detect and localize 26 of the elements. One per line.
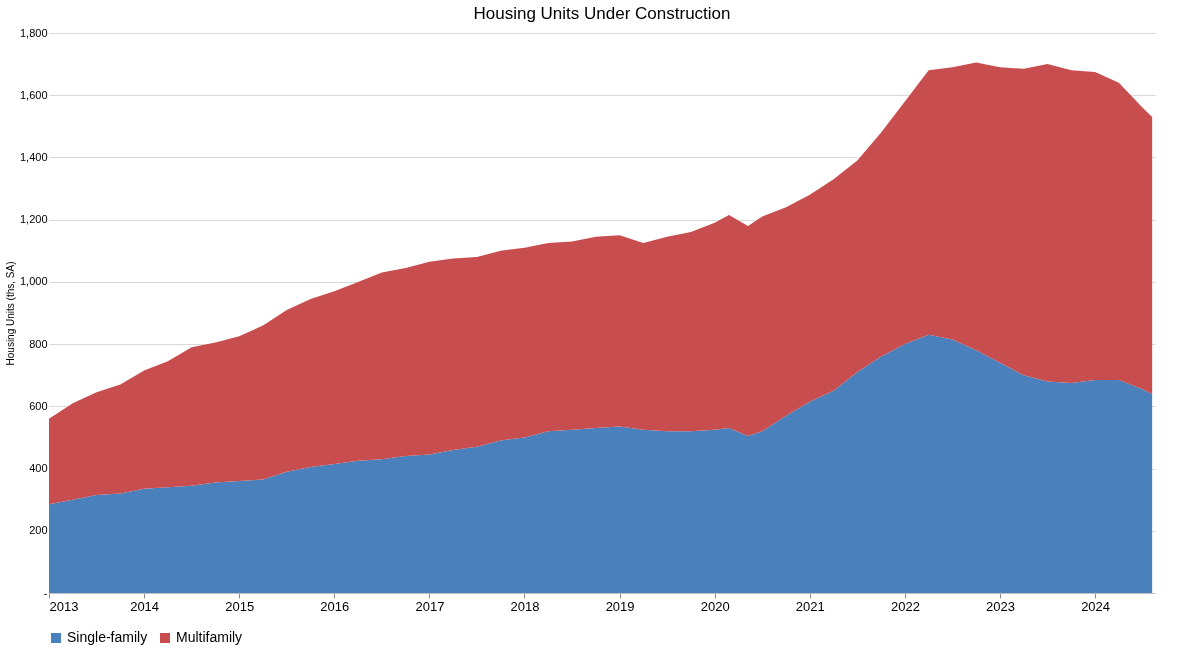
y-tick-label: 200 xyxy=(29,524,48,537)
y-tick-label: 1,000 xyxy=(19,275,48,288)
x-tick-label: 2018 xyxy=(510,598,540,614)
y-tick-label: 600 xyxy=(29,399,48,412)
x-tick-label: 2021 xyxy=(795,598,825,614)
y-axis-title: Housing Units (ths, SA) xyxy=(4,261,16,366)
legend-label: Multifamily xyxy=(176,629,243,645)
x-tick-label: 2016 xyxy=(320,598,350,614)
x-tick-label: 2015 xyxy=(225,598,255,614)
x-tick-label: 2017 xyxy=(415,598,445,614)
x-tick-label: 2020 xyxy=(700,598,730,614)
x-tick-label: 2014 xyxy=(130,598,160,614)
x-tick-label: 2019 xyxy=(605,598,635,614)
chart-title: Housing Units Under Construction xyxy=(473,4,731,23)
x-tick-label: 2022 xyxy=(890,598,920,614)
x-tick-label: 2024 xyxy=(1081,598,1111,614)
x-tick-label: 2023 xyxy=(986,598,1015,614)
legend-label: Single-family xyxy=(67,629,148,645)
y-tick-label: 1,800 xyxy=(19,26,48,39)
y-tick-label: - xyxy=(43,586,48,599)
y-tick-label: 800 xyxy=(29,337,48,350)
y-tick-label: 1,400 xyxy=(19,150,48,163)
y-tick-label: 1,200 xyxy=(19,213,48,226)
y-tick-label: 400 xyxy=(29,462,48,475)
y-tick-label: 1,600 xyxy=(19,88,48,101)
x-tick-label: 2013 xyxy=(49,598,79,614)
